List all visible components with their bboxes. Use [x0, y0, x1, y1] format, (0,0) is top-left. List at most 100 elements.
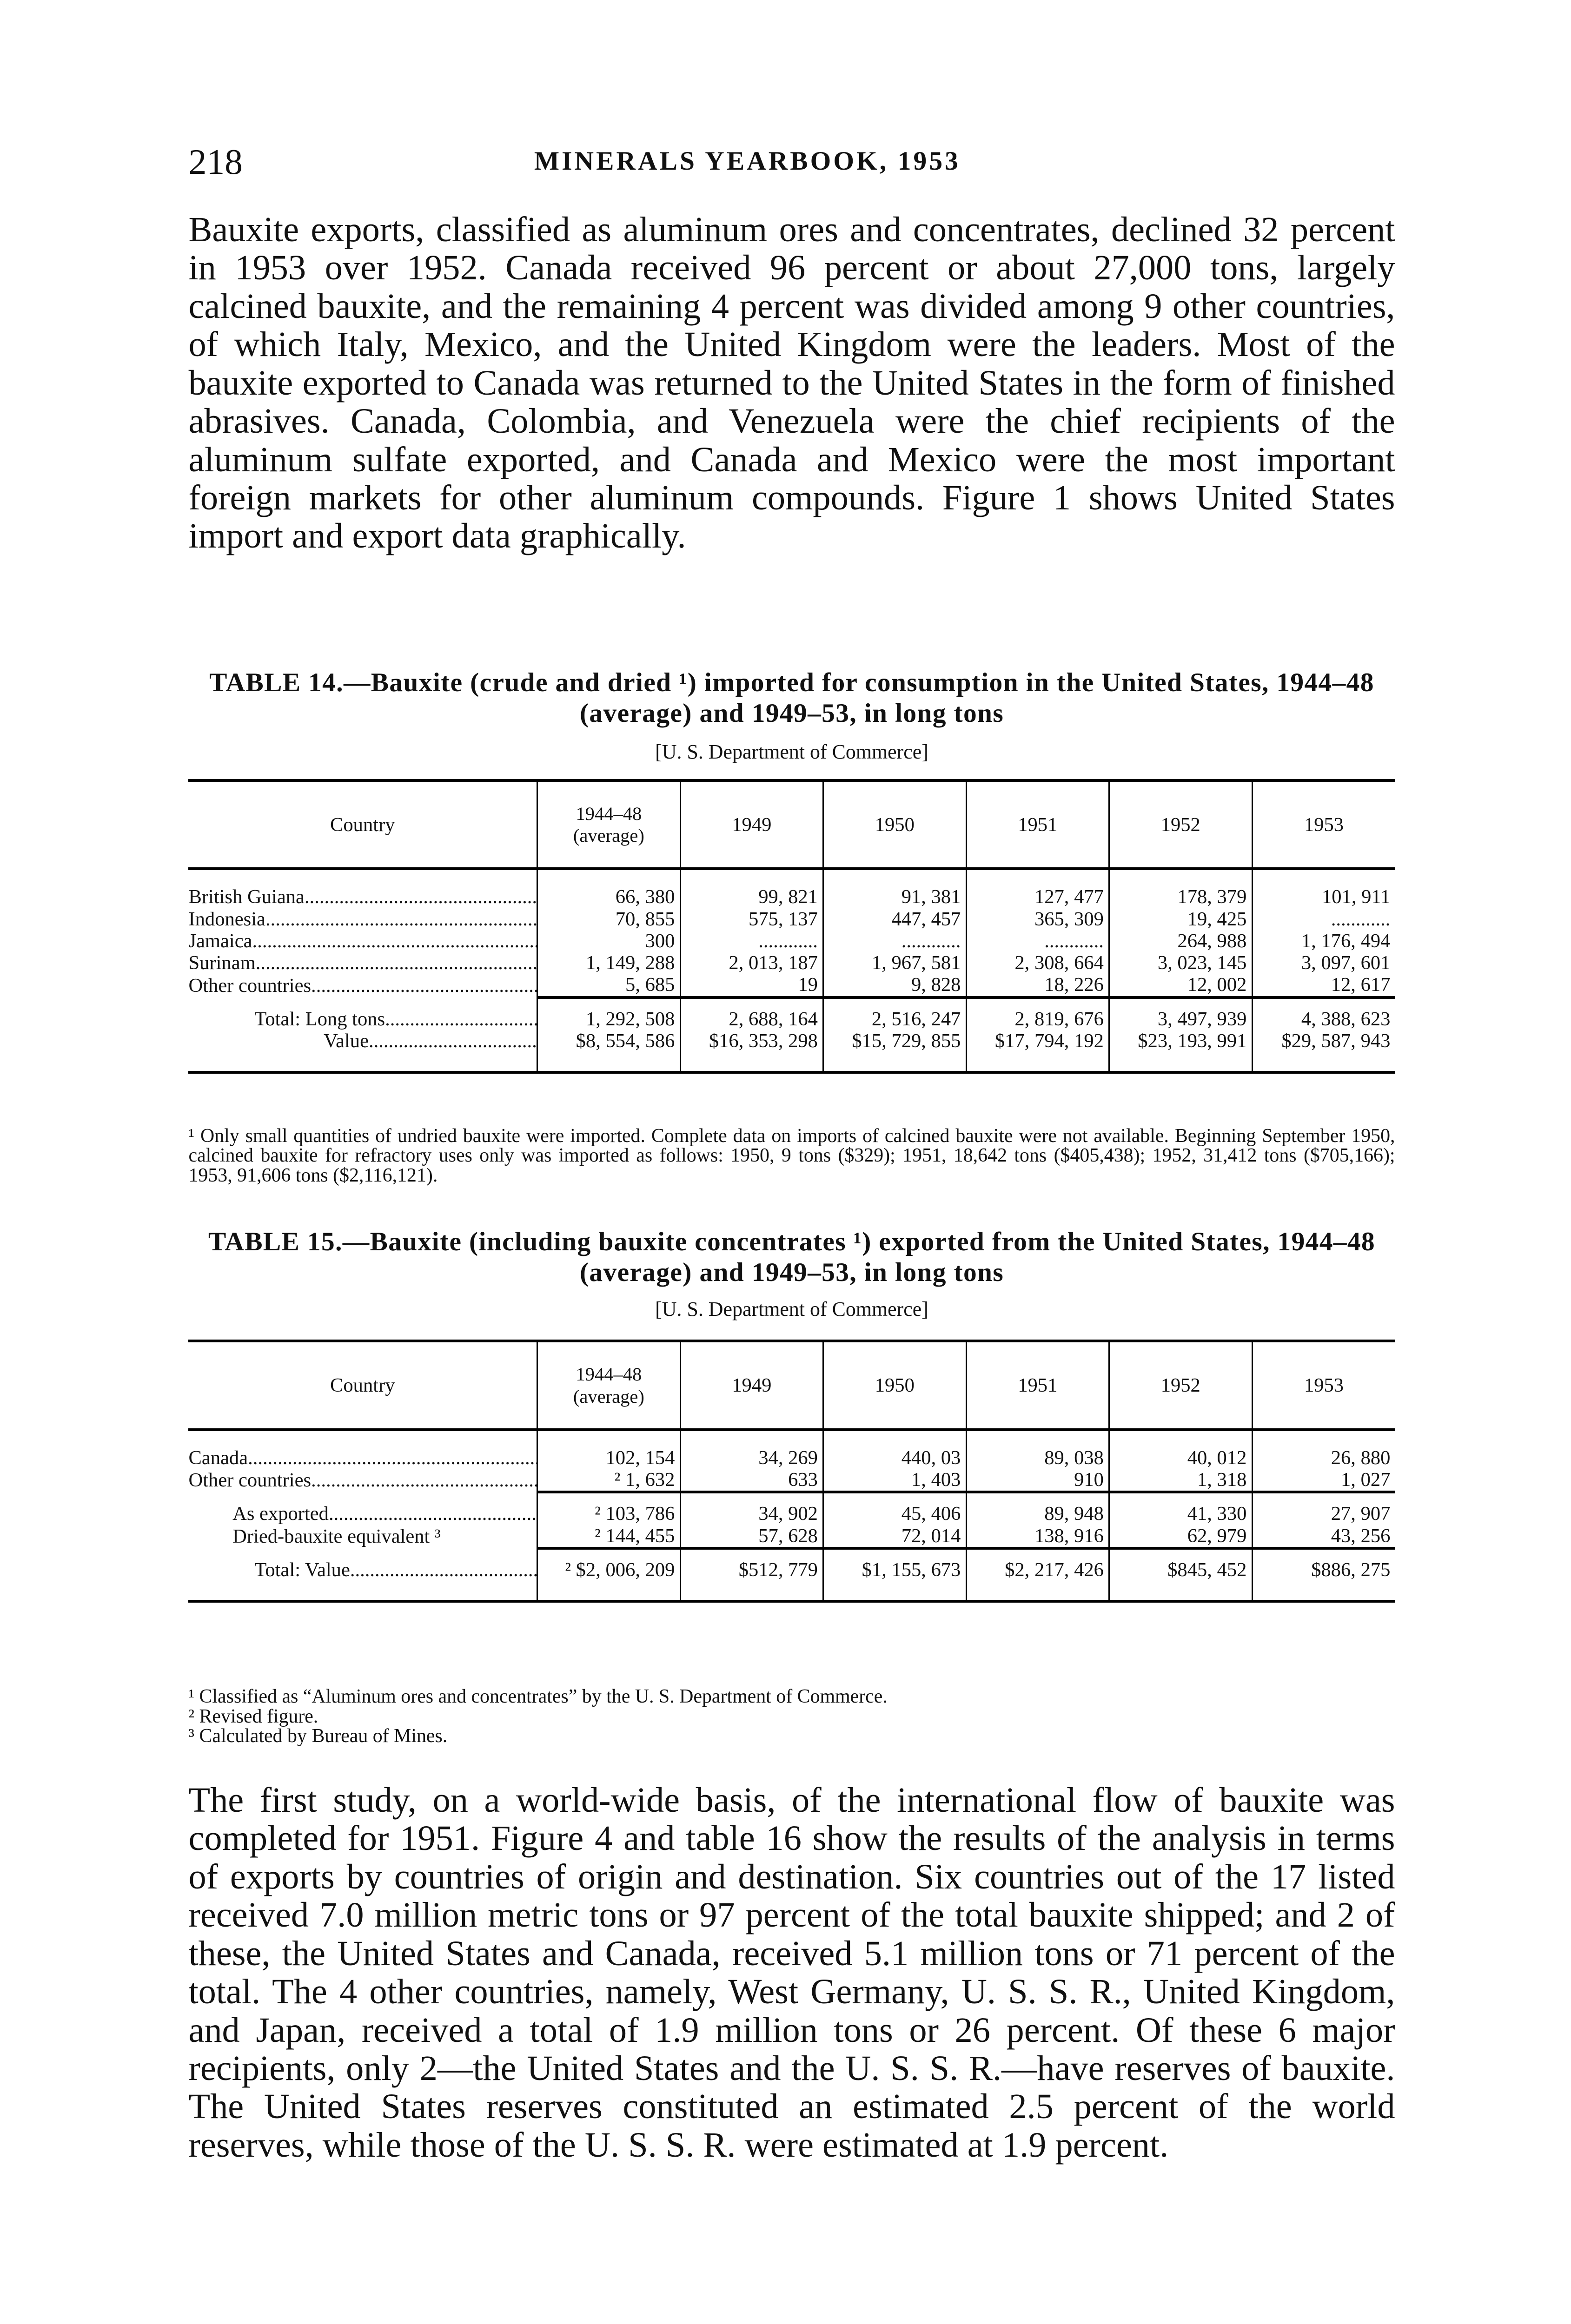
cell-value: 4, 388, 623	[1251, 1008, 1395, 1030]
cell-value: 264, 988	[1108, 930, 1253, 952]
cell-value	[1251, 1581, 1395, 1603]
cell-value: 5, 685	[537, 974, 681, 997]
cell-value: 3, 097, 601	[1251, 952, 1395, 974]
cell-value	[822, 1491, 967, 1503]
cell-value: $15, 729, 855	[822, 1030, 967, 1052]
cell-value	[1251, 1052, 1395, 1074]
cell-value: ² 1, 632	[537, 1468, 681, 1492]
cell-value: $8, 554, 586	[537, 1030, 681, 1052]
cell-value	[822, 1429, 967, 1447]
cell-value: 910	[965, 1468, 1109, 1492]
cell-value: 127, 477	[965, 886, 1109, 908]
cell-value: 440, 03	[822, 1446, 967, 1469]
cell-value: 26, 880	[1251, 1446, 1395, 1469]
table14: Country 1944–48 (average) 1949 1950 1951 1952…	[188, 779, 1395, 1074]
row-label	[188, 997, 537, 1008]
row-label: Other countries	[188, 974, 537, 997]
cell-value: 2, 688, 164	[679, 1008, 823, 1030]
table-row: Dried-bauxite equivalent ³ ² 144, 455 57, …	[188, 1525, 1395, 1549]
cell-value: $29, 587, 943	[1251, 1030, 1395, 1052]
cell-value: $886, 275	[1251, 1559, 1395, 1581]
cell-value	[1108, 1546, 1253, 1559]
row-label	[188, 1052, 537, 1074]
cell-value: 57, 628	[679, 1525, 823, 1549]
cell-value	[679, 869, 823, 886]
row-label: Other countries	[188, 1469, 537, 1492]
row-label: British Guiana	[188, 886, 537, 908]
cell-value: 43, 256	[1251, 1525, 1395, 1549]
cell-value	[1108, 1052, 1253, 1074]
table-rule	[188, 1491, 1395, 1503]
table15-footnote-3: ³ Calculated by Bureau of Mines.	[188, 1725, 448, 1747]
cell-value	[537, 996, 681, 1009]
cell-value: 41, 330	[1108, 1503, 1253, 1525]
cell-value: 66, 380	[537, 886, 681, 908]
column-header: 1951	[965, 1340, 1109, 1431]
row-label: Surinam	[188, 952, 537, 974]
cell-value: $16, 353, 298	[679, 1030, 823, 1052]
cell-value: 447, 457	[822, 908, 967, 930]
cell-value	[1251, 1429, 1395, 1447]
cell-value: 138, 916	[965, 1525, 1109, 1549]
table15-footnotes: ¹ Classified as “Aluminum ores and conce…	[188, 1687, 1395, 1746]
cell-value: 89, 948	[965, 1503, 1109, 1525]
cell-value	[1108, 869, 1253, 886]
cell-value: 2, 819, 676	[965, 1008, 1109, 1030]
table15-footnote-2: ² Revised figure.	[188, 1705, 318, 1727]
cell-value: 72, 014	[822, 1525, 967, 1549]
cell-value	[1108, 1491, 1253, 1503]
table14-title: TABLE 14.—Bauxite (crude and dried ¹) im…	[209, 668, 1374, 728]
cell-value	[965, 1491, 1109, 1503]
cell-value	[965, 996, 1109, 1009]
table14-source: [U. S. Department of Commerce]	[655, 740, 928, 763]
cell-value	[679, 1546, 823, 1559]
table-rule	[188, 1052, 1395, 1074]
cell-value: 101, 911	[1251, 886, 1395, 908]
column-header: 1949	[679, 1340, 823, 1431]
cell-value: 62, 979	[1108, 1525, 1253, 1549]
row-label: Dried-bauxite equivalent ³	[232, 1525, 441, 1548]
column-header: 1950	[822, 1340, 967, 1431]
cell-value: 19, 425	[1108, 908, 1253, 930]
table15-source: [U. S. Department of Commerce]	[655, 1298, 928, 1321]
cell-value	[679, 1581, 823, 1603]
table-rule	[188, 1546, 1395, 1559]
row-label	[188, 1430, 537, 1447]
cell-value: 1, 967, 581	[822, 952, 967, 974]
column-header: Country	[188, 1340, 537, 1431]
cell-value: 575, 137	[679, 908, 823, 930]
header-row: Country 1944–48 (average) 1949 1950 1951 1952…	[188, 1340, 1395, 1431]
table-rule	[188, 1581, 1395, 1603]
cell-value: ² 144, 455	[537, 1525, 681, 1549]
table-row: Jamaica300..............................…	[188, 930, 1395, 952]
cell-value: $17, 794, 192	[965, 1030, 1109, 1052]
cell-value	[679, 1052, 823, 1074]
table-row: Value$8, 554, 586$16, 353, 298$15, 729, …	[188, 1030, 1395, 1052]
cell-value	[679, 1429, 823, 1447]
table-rule	[188, 869, 1395, 886]
column-header: 1951	[965, 779, 1109, 871]
cell-value: 1, 149, 288	[537, 952, 681, 974]
row-label: Indonesia	[188, 908, 537, 930]
table-row: Total: Value² $2, 006, 209$512, 779$1, 1…	[188, 1559, 1395, 1581]
cell-value	[965, 1546, 1109, 1559]
cell-value	[1108, 996, 1253, 1009]
table15-title: TABLE 15.—Bauxite (including bauxite con…	[208, 1227, 1375, 1287]
cell-value: 3, 497, 939	[1108, 1008, 1253, 1030]
cell-value	[965, 1052, 1109, 1074]
header-row: Country 1944–48 (average) 1949 1950 1951 1952…	[188, 779, 1395, 871]
cell-value	[679, 996, 823, 1009]
cell-value	[537, 1581, 681, 1603]
cell-value: $2, 217, 426	[965, 1559, 1109, 1581]
cell-value: 19	[679, 974, 823, 997]
table-rule	[188, 996, 1395, 1009]
cell-value: $512, 779	[679, 1559, 823, 1581]
cell-value	[537, 1052, 681, 1074]
cell-value: ............	[679, 930, 823, 952]
table14-footnote: ¹ Only small quantities of undried bauxi…	[188, 1125, 1395, 1186]
row-label: Canada	[188, 1447, 537, 1469]
